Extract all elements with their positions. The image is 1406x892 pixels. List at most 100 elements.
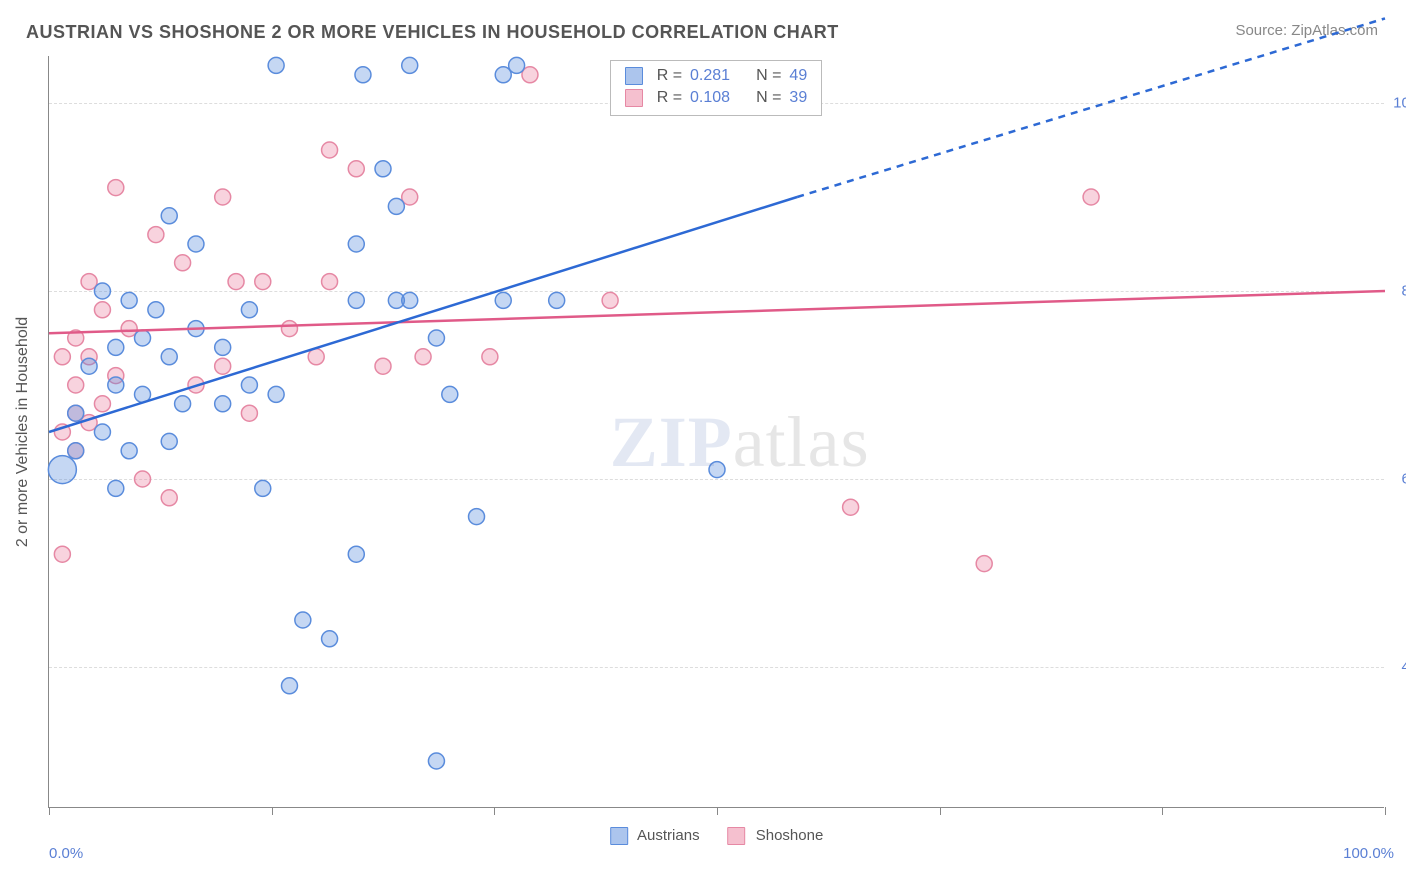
x-tick <box>494 807 495 815</box>
data-point <box>322 274 338 290</box>
r-value-2: 0.108 <box>690 89 730 107</box>
data-point <box>843 499 859 515</box>
series2-points <box>54 67 1099 572</box>
data-point <box>495 292 511 308</box>
data-point <box>402 57 418 73</box>
data-point <box>268 386 284 402</box>
data-point <box>241 302 257 318</box>
data-point <box>148 227 164 243</box>
data-point <box>68 377 84 393</box>
r-label-1: R = <box>657 67 682 85</box>
data-point <box>375 161 391 177</box>
data-point <box>148 302 164 318</box>
trend-line <box>797 18 1385 197</box>
data-point <box>602 292 618 308</box>
data-point <box>215 358 231 374</box>
data-point <box>295 612 311 628</box>
data-point <box>135 471 151 487</box>
data-point <box>442 386 458 402</box>
data-point <box>48 456 76 484</box>
n-value-1: 49 <box>789 67 807 85</box>
data-point <box>348 546 364 562</box>
data-point <box>428 753 444 769</box>
data-point <box>255 480 271 496</box>
data-point <box>228 274 244 290</box>
n-value-2: 39 <box>789 89 807 107</box>
x-tick <box>717 807 718 815</box>
data-point <box>161 433 177 449</box>
data-point <box>281 678 297 694</box>
data-point <box>108 377 124 393</box>
data-point <box>94 424 110 440</box>
legend-swatch-1 <box>625 67 643 85</box>
data-point <box>94 302 110 318</box>
chart-title: AUSTRIAN VS SHOSHONE 2 OR MORE VEHICLES … <box>26 22 839 43</box>
y-axis-title: 2 or more Vehicles in Household <box>14 316 32 546</box>
bottom-legend-item-2: Shoshone <box>728 827 824 845</box>
data-point <box>215 189 231 205</box>
data-point <box>388 198 404 214</box>
data-point <box>348 236 364 252</box>
data-point <box>255 274 271 290</box>
data-point <box>121 292 137 308</box>
data-point <box>709 462 725 478</box>
legend-row-2: R = 0.108 N = 39 <box>625 87 808 109</box>
bottom-legend-item-1: Austrians <box>610 827 700 845</box>
n-label-1: N = <box>756 67 781 85</box>
data-point <box>54 349 70 365</box>
data-point <box>415 349 431 365</box>
data-point <box>175 255 191 271</box>
legend-swatch-2 <box>625 89 643 107</box>
y-tick-label: 40.0% <box>1390 659 1406 676</box>
data-point <box>241 377 257 393</box>
data-point <box>161 349 177 365</box>
plot-svg <box>49 56 1384 807</box>
x-label-min: 0.0% <box>49 845 83 862</box>
r-label-2: R = <box>657 89 682 107</box>
data-point <box>495 67 511 83</box>
data-point <box>402 292 418 308</box>
x-tick <box>1162 807 1163 815</box>
data-point <box>976 556 992 572</box>
x-tick <box>940 807 941 815</box>
data-point <box>375 358 391 374</box>
data-point <box>188 236 204 252</box>
series1-points <box>48 57 725 769</box>
data-point <box>348 161 364 177</box>
data-point <box>68 443 84 459</box>
data-point <box>482 349 498 365</box>
r-value-1: 0.281 <box>690 67 730 85</box>
x-tick <box>1385 807 1386 815</box>
data-point <box>428 330 444 346</box>
data-point <box>108 480 124 496</box>
data-point <box>108 180 124 196</box>
data-point <box>81 358 97 374</box>
data-point <box>68 405 84 421</box>
x-tick <box>49 807 50 815</box>
data-point <box>348 292 364 308</box>
plot-area: 2 or more Vehicles in Household 40.0%60.… <box>48 56 1384 808</box>
bottom-label-1: Austrians <box>637 827 700 844</box>
source-label: Source: ZipAtlas.com <box>1235 22 1378 39</box>
data-point <box>268 57 284 73</box>
data-point <box>281 321 297 337</box>
data-point <box>215 396 231 412</box>
data-point <box>215 339 231 355</box>
y-tick-label: 100.0% <box>1390 95 1406 112</box>
data-point <box>161 208 177 224</box>
data-point <box>54 546 70 562</box>
x-label-max: 100.0% <box>1343 845 1394 862</box>
data-point <box>175 396 191 412</box>
data-point <box>108 339 124 355</box>
legend-row-1: R = 0.281 N = 49 <box>625 65 808 87</box>
data-point <box>469 509 485 525</box>
y-tick-label: 60.0% <box>1390 471 1406 488</box>
data-point <box>135 330 151 346</box>
top-legend: R = 0.281 N = 49 R = 0.108 N = 39 <box>610 60 823 116</box>
data-point <box>94 396 110 412</box>
data-point <box>355 67 371 83</box>
bottom-label-2: Shoshone <box>756 827 824 844</box>
data-point <box>308 349 324 365</box>
bottom-legend: Austrians Shoshone <box>610 827 824 845</box>
bottom-swatch-1 <box>610 827 628 845</box>
